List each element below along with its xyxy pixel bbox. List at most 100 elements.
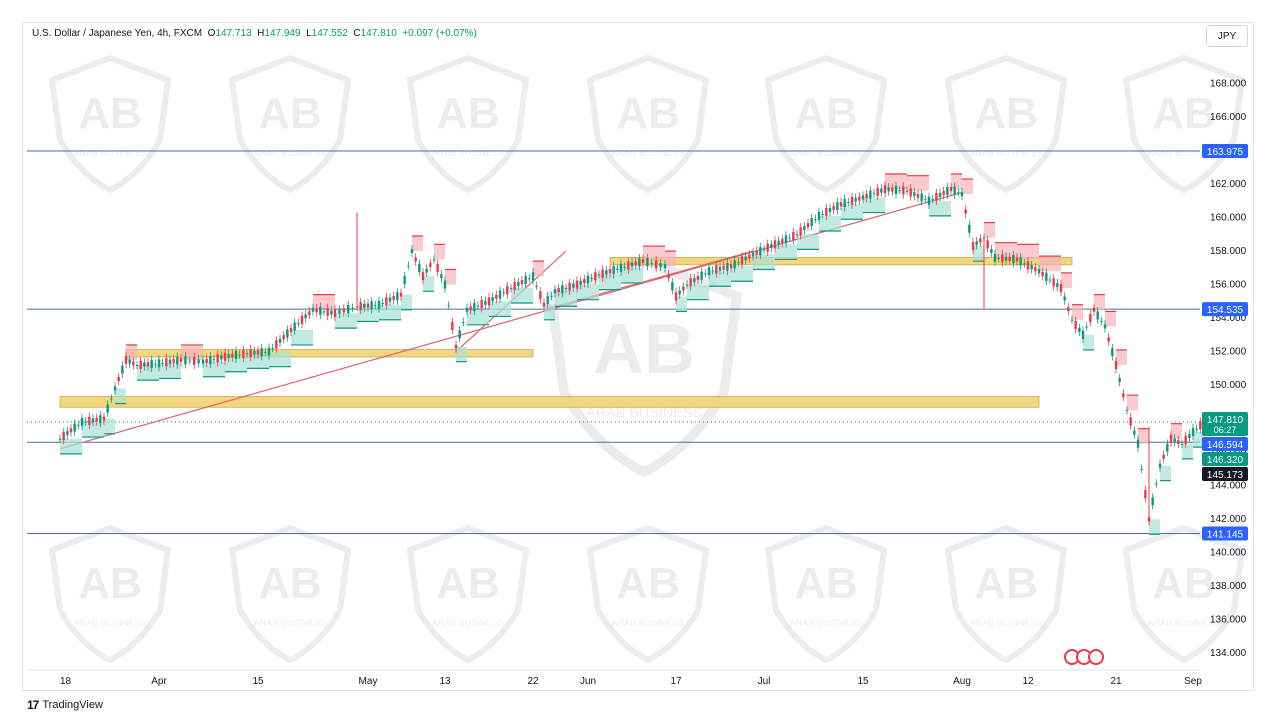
candle-body xyxy=(729,264,733,269)
candle-body xyxy=(847,201,850,203)
candle-body xyxy=(590,277,593,279)
candle-body xyxy=(73,423,76,432)
candle-body xyxy=(1136,439,1140,448)
candle-body xyxy=(179,357,183,363)
candle-body xyxy=(1173,438,1176,443)
candle-body xyxy=(667,274,670,279)
candle-body xyxy=(425,268,428,273)
candle-body xyxy=(913,192,916,197)
supertrend-band xyxy=(1039,256,1061,272)
candle-body xyxy=(905,190,909,192)
supertrend-band xyxy=(555,291,577,307)
supertrend-band xyxy=(709,271,731,287)
supertrend-band xyxy=(412,236,423,252)
candle-body xyxy=(161,362,164,364)
candle-body xyxy=(594,272,597,281)
candle-body xyxy=(443,280,447,289)
candle-body xyxy=(66,431,69,436)
supertrend-band xyxy=(1193,432,1204,448)
candle-body xyxy=(638,258,641,267)
candle-body xyxy=(1001,254,1004,263)
supertrend-band xyxy=(1138,428,1149,444)
candle-body xyxy=(462,322,465,324)
candle-body xyxy=(564,287,568,289)
x-axis: 18 Apr 15 May 13 22 Jun 17 Jul 15 Aug 12 21 Sep xyxy=(27,669,1202,687)
candle-body xyxy=(646,258,649,267)
candle-body xyxy=(502,292,505,294)
supertrend-band xyxy=(1017,244,1039,260)
supertrend-band xyxy=(643,246,665,262)
candle-body xyxy=(986,240,989,249)
currency-button[interactable]: JPY xyxy=(1206,25,1248,47)
candle-body xyxy=(608,269,612,274)
supertrend-band xyxy=(907,175,929,191)
supertrend-band xyxy=(1160,465,1171,481)
candle-body xyxy=(370,301,373,310)
candle-body xyxy=(282,335,285,340)
low-label: L xyxy=(306,28,312,39)
candle-body xyxy=(476,305,480,307)
supertrend-band xyxy=(104,418,115,434)
zones-layer xyxy=(59,257,1073,408)
y-tick-label: 140.000 xyxy=(1210,548,1247,559)
y-tick-label: 154.000 xyxy=(1210,313,1247,324)
candle-body xyxy=(418,263,421,272)
candle-body xyxy=(1122,393,1125,398)
candle-body xyxy=(234,350,238,359)
candle-body xyxy=(392,295,395,301)
candle-body xyxy=(616,268,619,270)
candle-body xyxy=(271,347,274,349)
candle-body xyxy=(678,290,681,295)
candle-body xyxy=(146,362,150,367)
supertrend-band xyxy=(1072,304,1083,320)
candle-body xyxy=(245,353,249,355)
candle-body xyxy=(209,355,212,365)
candle-body xyxy=(88,416,91,425)
supertrend-band xyxy=(995,242,1017,258)
candle-body xyxy=(238,354,241,356)
y-tick-label: 150.000 xyxy=(1210,380,1247,391)
candle-body xyxy=(513,281,516,291)
high-value: 147.949 xyxy=(264,28,301,39)
candle-body xyxy=(293,322,296,331)
candle-body xyxy=(157,359,161,368)
candle-body xyxy=(689,278,692,287)
candle-body xyxy=(597,274,601,276)
y-tick-label: 144.000 xyxy=(1210,481,1247,492)
candle-body xyxy=(766,243,769,252)
candle-body xyxy=(410,249,414,254)
candle-body xyxy=(737,262,740,264)
candle-body xyxy=(1092,307,1096,312)
x-tick-label: 15 xyxy=(857,676,869,687)
candle-body xyxy=(451,321,454,330)
candle-body xyxy=(583,279,586,284)
supertrend-band xyxy=(544,304,555,320)
candle-body xyxy=(803,226,806,231)
candle-body xyxy=(1078,327,1081,332)
candle-body xyxy=(113,386,117,391)
supertrend-band xyxy=(885,174,907,190)
watermark-text: ARAB BUSINESS xyxy=(254,148,327,158)
candle-body xyxy=(289,327,293,332)
x-tick-label: 12 xyxy=(1022,676,1034,687)
candle-body xyxy=(810,218,813,227)
candle-body xyxy=(949,187,953,192)
svg-text:AB: AB xyxy=(593,309,695,388)
candle-body xyxy=(528,278,531,280)
supertrend-band xyxy=(357,306,379,322)
y-tick-label: 138.000 xyxy=(1210,581,1247,592)
supertrend-band xyxy=(731,266,753,282)
candle-body xyxy=(627,261,630,270)
footer: 17 TradingView xyxy=(27,698,103,712)
watermark-text: ARAB BUSINESS xyxy=(432,618,505,628)
candle-body xyxy=(62,431,65,440)
watermark-shield-icon: AB ARAB BUSINESS xyxy=(586,54,710,194)
candle-body xyxy=(927,196,931,205)
supertrend-band xyxy=(445,269,456,285)
candle-body xyxy=(135,365,139,367)
watermark-shield-icon: AB ARAB BUSINESS xyxy=(406,524,530,664)
level-badge xyxy=(1202,302,1248,317)
candle-body xyxy=(531,272,535,281)
candle-body xyxy=(1195,428,1198,430)
